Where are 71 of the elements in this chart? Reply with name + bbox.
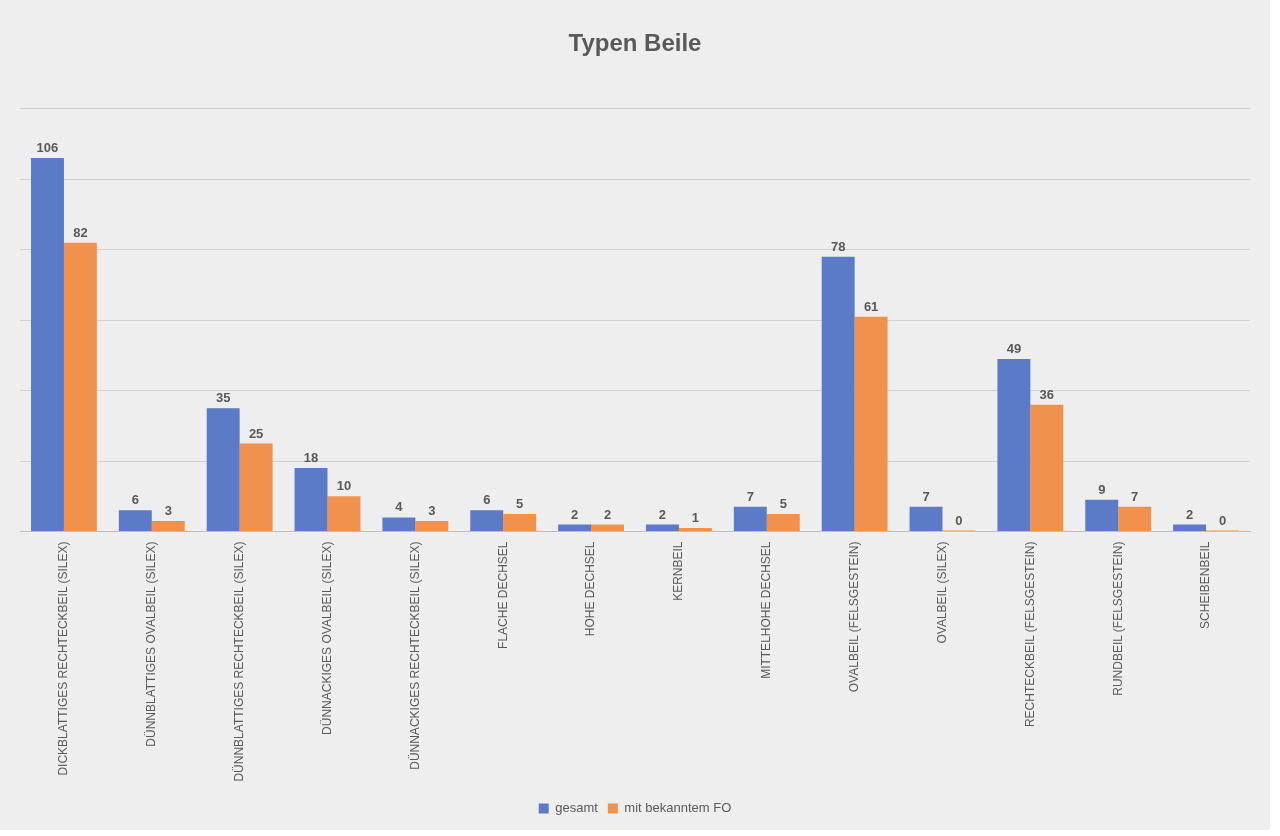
bar	[733, 506, 767, 532]
data-label: 49	[1006, 340, 1022, 356]
bar	[415, 520, 449, 532]
x-tick-label: FLACHE DECHSEL	[495, 541, 510, 649]
bar	[1085, 499, 1119, 532]
data-label: 78	[830, 238, 846, 254]
data-label: 2	[658, 506, 667, 522]
x-tick-label: SCHEIBENBEIL	[1198, 541, 1213, 629]
x-tick-label: DÜNNACKIGES RECHTECKBEIL (SILEX)	[407, 541, 422, 770]
data-label: 1	[691, 510, 700, 526]
bar	[1118, 506, 1152, 532]
x-tick-label: DÜNNBLATTIGES OVALBEIL (SILEX)	[144, 541, 159, 747]
bar	[63, 242, 97, 532]
data-label: 2	[1185, 506, 1194, 522]
x-tick-label: RUNDBEIL (FELSGESTEIN)	[1110, 541, 1125, 696]
bar	[558, 524, 592, 532]
bar	[206, 408, 240, 532]
data-label: 2	[570, 506, 579, 522]
x-tick-label: DICKBLATTIGES RECHTECKBEIL (SILEX)	[56, 541, 71, 776]
bar	[854, 316, 888, 532]
bar	[30, 158, 64, 532]
x-tick-label: KERNBEIL	[671, 541, 686, 601]
bar	[591, 524, 625, 532]
x-tick-label: HOHE DECHSEL	[583, 541, 598, 637]
bar	[678, 527, 712, 532]
bar	[645, 524, 679, 532]
data-label: 36	[1039, 386, 1055, 402]
data-label: 0	[1218, 512, 1227, 528]
data-label: 4	[395, 499, 404, 515]
data-label: 7	[922, 488, 930, 504]
data-label: 9	[1098, 481, 1106, 497]
x-tick-label: DÜNNBLATTIGES RECHTECKBEIL (SILEX)	[231, 541, 246, 782]
bar	[294, 468, 328, 532]
data-label: 6	[131, 492, 139, 508]
bar	[766, 513, 800, 532]
data-label: 3	[428, 503, 436, 519]
x-tick-label: OVALBEIL (SILEX)	[934, 541, 949, 644]
data-label: 61	[863, 298, 879, 314]
data-label: 18	[303, 450, 319, 466]
x-tick-label: DÜNNACKIGES OVALBEIL (SILEX)	[319, 541, 334, 735]
data-label: 5	[779, 495, 787, 511]
data-label: 7	[1131, 488, 1139, 504]
data-label: 25	[248, 425, 264, 441]
bar	[1173, 524, 1207, 532]
bar	[997, 358, 1031, 532]
bar	[327, 496, 361, 532]
x-tick-label: MITTELHOHE DECHSEL	[759, 541, 774, 679]
data-label: 106	[36, 140, 59, 156]
bar	[909, 506, 943, 532]
bar	[118, 510, 152, 532]
data-label: 2	[603, 506, 612, 522]
data-label: 3	[164, 503, 172, 519]
bar	[470, 510, 504, 532]
bar	[1030, 404, 1064, 532]
legend-label: gesamt	[555, 800, 599, 816]
legend-label: mit bekanntem FO	[624, 800, 732, 816]
bar	[239, 443, 273, 532]
x-tick-label: OVALBEIL (FELSGESTEIN)	[846, 541, 861, 693]
bar	[151, 520, 185, 532]
bar	[503, 513, 537, 532]
bar	[821, 256, 855, 532]
data-label: 0	[955, 512, 963, 528]
data-label: 35	[215, 390, 231, 406]
data-label: 5	[516, 495, 524, 511]
bar	[382, 517, 416, 532]
data-label: 7	[746, 488, 754, 504]
chart-title: Typen Beile	[568, 29, 702, 57]
x-tick-label: RECHTECKBEIL (FELSGESTEIN)	[1022, 541, 1037, 728]
data-label: 82	[73, 224, 88, 240]
data-label: 10	[336, 478, 352, 494]
data-label: 6	[483, 492, 491, 508]
